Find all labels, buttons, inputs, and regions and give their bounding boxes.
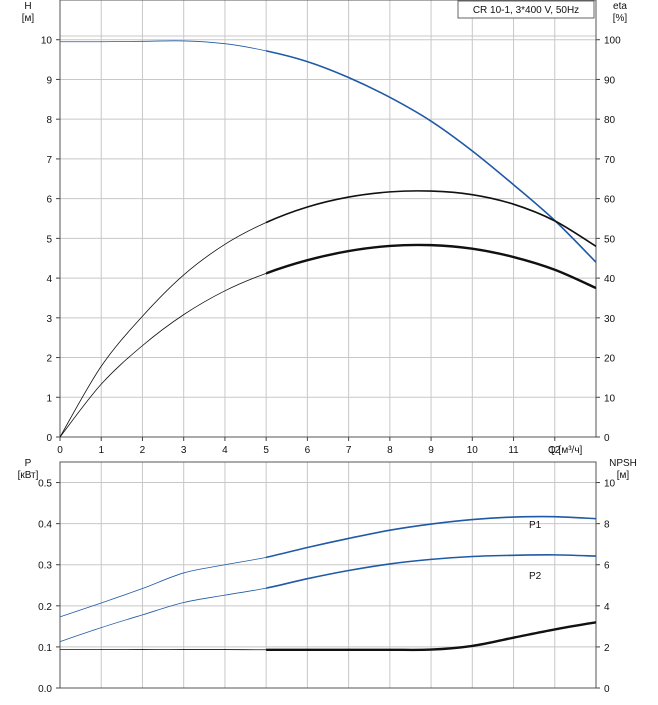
x-axis-label: Q [м³/ч] [548,445,583,456]
bottom-left-axis-unit: [кВт] [18,470,39,481]
right-tick-label: 40 [604,274,616,285]
right-tick-label: 20 [604,354,616,365]
curves-layer [59,40,597,652]
curve-thin-1-0 [59,516,597,618]
left-tick-label: 9 [46,75,52,86]
x-tick-label: 12 [549,445,561,456]
x-tick-label: 7 [346,445,352,456]
right-tick-label: 10 [604,479,616,490]
x-tick-label: 10 [467,445,479,456]
left-tick-label: 0 [46,433,52,444]
top-right-axis-unit: [%] [613,13,628,24]
right-tick-label: 50 [604,234,616,245]
x-tick-label: 6 [305,445,311,456]
frame-layer [59,0,597,689]
series-label-p1: P1 [529,520,542,531]
left-tick-label: 3 [46,314,52,325]
top-right-axis-name: eta [613,1,627,12]
x-tick-label: 11 [508,445,519,456]
top-left-axis-name: H [24,1,31,12]
x-tick-label: 4 [222,445,228,456]
right-tick-label: 2 [604,643,610,654]
curve-thin-0-0 [59,40,597,263]
left-tick-label: 0.3 [38,561,52,572]
right-tick-label: 100 [604,36,621,47]
ticks-layer: 01234567891001020304050607080901000.00.1… [38,36,621,695]
right-tick-label: 6 [604,561,610,572]
left-tick-label: 0.0 [38,684,52,695]
curve-thin-0-1 [59,190,597,438]
left-tick-label: 8 [46,115,52,126]
right-tick-label: 90 [604,75,616,86]
x-tick-label: 2 [140,445,146,456]
right-tick-label: 0 [604,433,610,444]
legend-title: CR 10-1, 3*400 V, 50Hz [473,5,579,16]
left-tick-label: 0.2 [38,602,52,613]
x-tick-label: 0 [57,445,63,456]
top-left-axis-unit: [м] [22,13,35,24]
x-tick-label: 3 [181,445,187,456]
x-tick-label: 8 [387,445,393,456]
series-label-p2: P2 [529,571,542,582]
left-tick-label: 2 [46,354,52,365]
curve-thick-1-2 [266,621,596,652]
right-tick-label: 10 [604,393,616,404]
bottom-right-axis-name: NPSH [609,458,637,469]
left-tick-label: 6 [46,195,52,206]
right-tick-label: 8 [604,520,610,531]
left-tick-label: 0.5 [38,479,52,490]
left-tick-label: 4 [46,274,52,285]
grid-layer [59,0,597,689]
right-tick-label: 4 [604,602,610,613]
right-tick-label: 60 [604,195,616,206]
legend-box [457,0,595,19]
left-tick-label: 5 [46,234,52,245]
right-tick-label: 30 [604,314,616,325]
left-tick-label: 10 [41,36,53,47]
right-tick-label: 70 [604,155,616,166]
plot-frame [59,461,597,689]
bottom-right-axis-unit: [м] [617,470,630,481]
curve-thick-1-0 [266,515,596,559]
left-tick-label: 0.4 [38,520,52,531]
plot-frame [59,0,597,438]
curve-thick-1-1 [266,554,596,589]
left-tick-label: 7 [46,155,52,166]
left-tick-label: 1 [46,393,52,404]
left-tick-label: 0.1 [38,643,52,654]
curve-thick-0-0 [266,50,596,263]
bottom-left-axis-name: P [25,458,32,469]
right-tick-label: 80 [604,115,616,126]
curve-thin-0-2 [59,244,597,438]
right-tick-label: 0 [604,684,610,695]
curve-thick-0-1 [266,190,596,247]
x-tick-label: 5 [263,445,269,456]
x-tick-label: 9 [428,445,434,456]
x-tick-label: 1 [98,445,104,456]
curve-thick-0-2 [266,243,596,290]
curve-thin-1-1 [59,554,597,642]
